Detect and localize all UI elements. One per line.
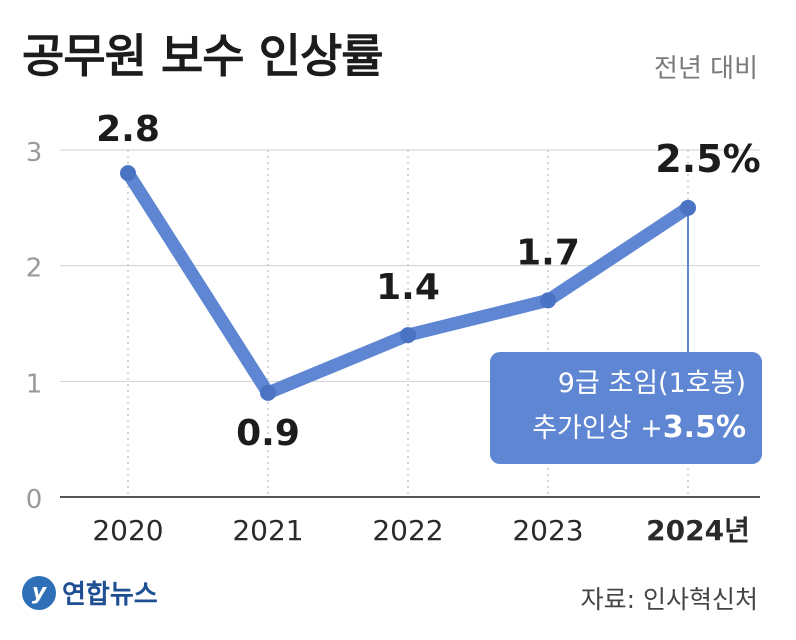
x-tick-label: 2021 bbox=[232, 514, 303, 547]
x-tick-label: 2022 bbox=[372, 514, 443, 547]
y-tick-label: 3 bbox=[26, 138, 43, 168]
data-point bbox=[120, 165, 136, 182]
data-point bbox=[540, 292, 556, 309]
data-label: 0.9 bbox=[236, 413, 300, 454]
y-tick-label: 2 bbox=[26, 254, 43, 284]
data-label: 1.4 bbox=[376, 267, 440, 308]
x-tick-label: 2023 bbox=[512, 514, 583, 547]
y-tick-label: 1 bbox=[26, 369, 43, 399]
data-point bbox=[400, 327, 416, 344]
chart-title: 공무원 보수 인상률 bbox=[22, 29, 384, 83]
source-note: 자료: 인사혁신처 bbox=[580, 585, 758, 614]
data-label: 2.8 bbox=[96, 109, 160, 150]
x-tick-label: 2020 bbox=[92, 514, 163, 547]
callout-line-1: 9급 초임(1호봉) bbox=[557, 368, 746, 399]
logo-text: 연합뉴스 bbox=[62, 580, 158, 610]
callout-box: 9급 초임(1호봉) 추가인상 +3.5% bbox=[490, 352, 762, 464]
callout-line-2: 추가인상 +3.5% bbox=[490, 406, 746, 451]
data-label: 2.5% bbox=[655, 137, 760, 181]
data-point bbox=[260, 384, 276, 401]
x-tick-label: 2024년 bbox=[646, 514, 750, 547]
yonhap-logo: y 연합뉴스 bbox=[22, 574, 158, 611]
yonhap-logo-icon: y bbox=[22, 575, 56, 610]
callout-prefix: 추가인상 + bbox=[532, 413, 663, 444]
chart-subtitle: 전년 대비 bbox=[654, 54, 758, 84]
callout-value: 3.5% bbox=[662, 410, 746, 445]
data-point bbox=[680, 199, 696, 216]
y-tick-label: 0 bbox=[26, 485, 43, 515]
data-label: 1.7 bbox=[516, 232, 580, 273]
